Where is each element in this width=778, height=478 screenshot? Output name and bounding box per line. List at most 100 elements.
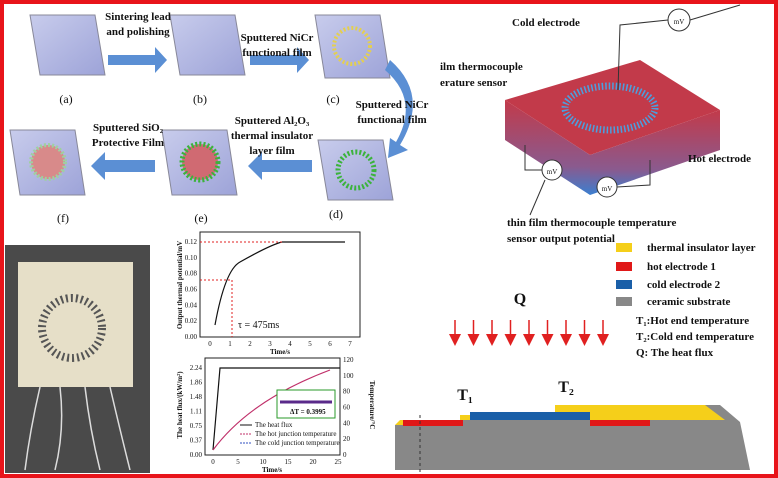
x-axis-label: Time/s (262, 466, 282, 474)
legend-label: The cold junction temperature (255, 439, 340, 447)
plate (314, 14, 391, 79)
y2-tick-label: 100 (343, 372, 354, 380)
x-tick-label: 5 (308, 340, 312, 348)
schematic (395, 243, 750, 475)
t1-label: T₁ (457, 387, 473, 404)
y2-axis-label: Temperature/°C (368, 381, 376, 430)
q-label: Q (514, 291, 526, 308)
legend-label: The heat flux (255, 421, 293, 429)
step-label: (e) (194, 211, 207, 225)
y2-tick-label: 20 (343, 435, 351, 443)
arrow-label: and polishing (106, 26, 170, 38)
photo (5, 245, 150, 473)
y-tick-label: 0.08 (185, 270, 198, 278)
x-tick-label: 2 (248, 340, 252, 348)
block-top (505, 60, 720, 155)
chart-frame (199, 231, 361, 338)
x-tick-label: 10 (260, 458, 268, 466)
curve (212, 369, 331, 451)
arrow (250, 47, 309, 73)
note: T₁:Hot end temperature (636, 315, 749, 327)
legend-label: hot electrode 1 (647, 261, 716, 273)
arrow-label: thermal insulator (231, 130, 313, 142)
y-tick-label: 1.48 (190, 393, 203, 401)
sensor-label: thin film thermocouple temperature (507, 217, 676, 229)
hot-electrode (590, 420, 650, 426)
wires (24, 386, 131, 471)
pattern (332, 26, 372, 66)
annotation: τ = 475ms (238, 320, 279, 331)
arrow-label: functional film (357, 114, 426, 126)
meter-label: mV (547, 168, 558, 176)
arrow-label: Sputtered SiO₂ (93, 122, 164, 134)
step-label: (c) (326, 92, 339, 106)
chip-pattern (38, 294, 106, 362)
cold-electrode (470, 412, 590, 420)
y2-tick-label: 60 (343, 404, 351, 412)
x-tick-label: 15 (285, 458, 293, 466)
sensor (505, 4, 741, 216)
swatch (616, 262, 632, 271)
y-tick-label: 0.00 (190, 451, 203, 459)
legend-label: cold electrode 2 (647, 279, 721, 291)
arrow-label: Protective Film (92, 137, 164, 149)
x-tick-label: 3 (268, 340, 272, 348)
swatch (616, 297, 632, 306)
arrow-label: functional film (242, 47, 311, 59)
pattern (29, 143, 67, 181)
x-axis-label: Time/s (270, 348, 290, 356)
curve (212, 367, 340, 451)
y2-tick-label: 40 (343, 419, 351, 427)
x-tick-label: 5 (236, 458, 240, 466)
legend-label: ceramic substrate (647, 296, 731, 308)
y-tick-label: 0.06 (185, 286, 198, 294)
y-axis-label: Output thermal potential/mV (176, 241, 184, 329)
arrow-label: Sputtered NiCr (241, 32, 314, 44)
step-label: (b) (193, 92, 207, 106)
inset-label: ΔT = 0.3995 (290, 408, 326, 416)
plate (29, 14, 106, 76)
y-tick-label: 1.86 (190, 379, 203, 387)
block-side (505, 100, 590, 195)
pattern (335, 149, 377, 191)
arrow (385, 60, 413, 158)
plate (169, 14, 246, 76)
curve (214, 241, 345, 326)
swatch (616, 280, 632, 289)
y-tick-label: 0.10 (185, 254, 198, 262)
y-tick-label: 0.00 (185, 333, 198, 341)
y2-tick-label: 80 (343, 388, 351, 396)
y-tick-label: 0.04 (185, 301, 198, 309)
step-label: (f) (57, 211, 69, 225)
arrow (108, 47, 167, 73)
y2-tick-label: 0 (343, 451, 347, 459)
y-tick-label: 0.12 (185, 238, 198, 246)
arrow-label: Sputtered Al₂O₃ (235, 115, 310, 127)
legend-label: thermal insulator layer (647, 242, 756, 254)
note: Q: The heat flux (636, 347, 714, 359)
substrate (395, 405, 750, 470)
x-tick-label: 0 (208, 340, 212, 348)
y-tick-label: 0.75 (190, 422, 203, 430)
x-tick-label: 7 (348, 340, 352, 348)
y-tick-label: 0.02 (185, 317, 198, 325)
x-tick-label: 0 (211, 458, 215, 466)
x-tick-label: 1 (228, 340, 232, 348)
plate (317, 139, 394, 201)
chip (18, 262, 133, 387)
x-tick-label: 4 (288, 340, 292, 348)
inset (276, 389, 336, 419)
sensor-label: erature sensor (440, 77, 507, 89)
y-tick-label: 0.37 (190, 437, 203, 445)
y2-tick-label: 120 (343, 356, 354, 364)
legend-label: The hot junction temperature (255, 430, 336, 438)
arrow-label: layer film (249, 145, 294, 157)
meter-label: mV (602, 185, 613, 193)
y-axis-label: The heat flux/(kW/m²) (176, 371, 184, 439)
ring (561, 82, 659, 134)
y-tick-label: 1.11 (190, 408, 202, 416)
guide (200, 241, 282, 337)
x-tick-label: 20 (310, 458, 318, 466)
